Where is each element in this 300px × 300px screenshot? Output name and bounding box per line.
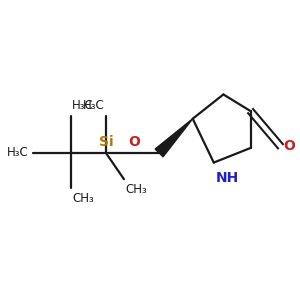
Text: CH₃: CH₃ bbox=[72, 191, 94, 205]
Text: H₃C: H₃C bbox=[72, 99, 94, 112]
Polygon shape bbox=[155, 119, 193, 157]
Text: H₃C: H₃C bbox=[83, 99, 104, 112]
Text: CH₃: CH₃ bbox=[125, 183, 147, 196]
Text: H₃C: H₃C bbox=[7, 146, 29, 159]
Text: Si: Si bbox=[99, 135, 114, 149]
Text: O: O bbox=[129, 135, 140, 149]
Text: NH: NH bbox=[216, 171, 239, 185]
Text: O: O bbox=[283, 139, 295, 153]
